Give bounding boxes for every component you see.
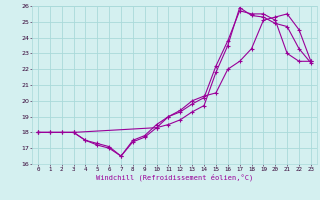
X-axis label: Windchill (Refroidissement éolien,°C): Windchill (Refroidissement éolien,°C) <box>96 173 253 181</box>
